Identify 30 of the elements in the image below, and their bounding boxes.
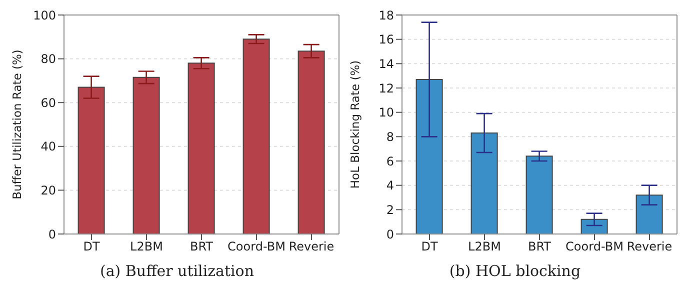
- y-tick-label: 4: [386, 178, 394, 193]
- y-tick-label: 14: [378, 56, 394, 71]
- y-tick-label: 0: [386, 227, 394, 242]
- x-tick-label: Coord-BM: [566, 240, 624, 254]
- x-tick-label: DT: [421, 240, 438, 254]
- y-tick-label: 100: [33, 8, 56, 22]
- y-tick-label: 6: [386, 154, 394, 168]
- y-tick-label: 80: [40, 52, 56, 66]
- y-tick-label: 18: [378, 8, 394, 22]
- y-tick-label: 60: [40, 96, 56, 110]
- x-tick-label: Coord-BM: [228, 240, 286, 254]
- x-tick-label: BRT: [190, 240, 214, 254]
- y-tick-label: 12: [378, 81, 394, 96]
- y-tick-label: 40: [40, 140, 56, 154]
- y-tick-label: 10: [378, 106, 394, 120]
- y-tick-label: 8: [386, 130, 394, 144]
- y-tick-label: 0: [48, 227, 56, 242]
- x-tick-label: L2BM: [130, 240, 163, 254]
- x-tick-label: BRT: [528, 240, 552, 254]
- y-tick-label: 16: [378, 32, 394, 47]
- text: (a) Buffer utilization: [98, 262, 255, 280]
- y-axis-title: HoL Blocking Rate (%): [348, 60, 362, 189]
- y-tick-label: 20: [40, 183, 56, 198]
- x-tick-label: Reverie: [626, 240, 672, 254]
- y-axis-title: Buffer Utilization Rate (%): [10, 50, 24, 200]
- x-tick-label: DT: [83, 240, 100, 254]
- text: (b) HOL blocking: [448, 262, 582, 280]
- y-tick-label: 2: [386, 202, 394, 217]
- x-tick-label: L2BM: [468, 240, 501, 254]
- x-tick-label: Reverie: [288, 240, 334, 254]
